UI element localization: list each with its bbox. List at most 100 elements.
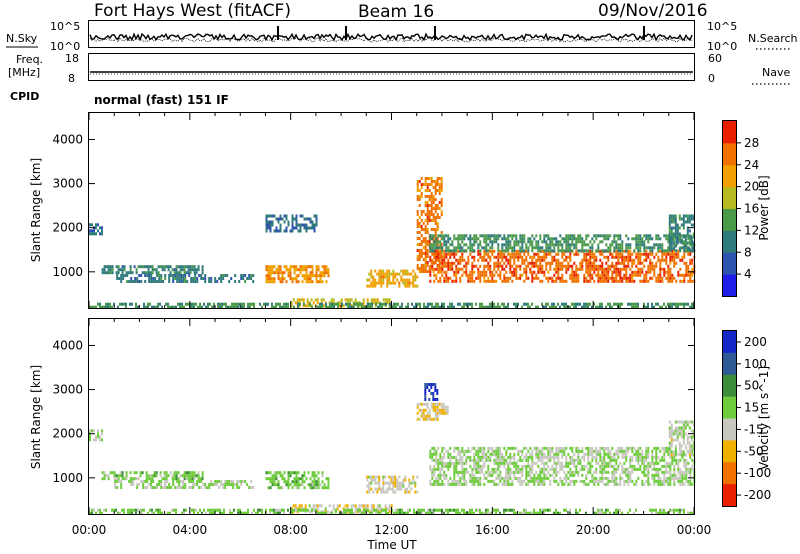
velocity-echo-cell bbox=[585, 452, 588, 456]
velocity-echo-cell bbox=[665, 449, 668, 453]
power-echo-cell bbox=[161, 268, 164, 272]
power-echo-cell bbox=[583, 302, 585, 306]
velocity-echo-cell bbox=[394, 475, 397, 479]
power-echo-cell bbox=[124, 274, 127, 277]
velocity-echo-cell bbox=[599, 455, 602, 459]
velocity-echo-cell bbox=[599, 479, 602, 483]
power-echo-cell bbox=[575, 252, 578, 256]
power-echo-cell bbox=[615, 255, 618, 259]
power-echo-cell bbox=[601, 273, 604, 277]
power-echo-cell bbox=[531, 261, 534, 265]
velocity-echo-cell bbox=[637, 461, 640, 465]
velocity-echo-cell bbox=[561, 461, 564, 465]
power-echo-cell bbox=[455, 237, 458, 241]
power-echo-cell bbox=[107, 302, 109, 306]
power-echo-cell bbox=[529, 267, 532, 271]
velocity-echo-cell bbox=[617, 464, 620, 468]
velocity-echo-cell bbox=[317, 477, 320, 481]
power-echo-cell bbox=[615, 240, 618, 244]
power-echo-cell bbox=[619, 302, 621, 306]
power-echo-cell bbox=[422, 210, 425, 213]
power-echo-cell bbox=[469, 237, 472, 241]
velocity-echo-cell bbox=[441, 461, 444, 465]
power-echo-cell bbox=[301, 274, 304, 278]
power-echo-cell bbox=[431, 234, 434, 238]
power-echo-cell bbox=[681, 279, 684, 283]
velocity-echo-cell bbox=[321, 480, 324, 484]
velocity-echo-cell bbox=[295, 474, 298, 478]
power-echo-cell bbox=[117, 271, 120, 275]
velocity-echo-cell bbox=[399, 508, 401, 512]
power-echo-cell bbox=[607, 264, 610, 268]
velocity-echo-cell bbox=[157, 511, 159, 515]
power-echo-cell bbox=[103, 271, 106, 275]
velocity-echo-cell bbox=[541, 467, 544, 471]
power-echo-cell bbox=[557, 270, 560, 274]
power-echo-cell bbox=[424, 237, 427, 240]
velocity-echo-cell bbox=[535, 479, 538, 483]
power-echo-cell bbox=[670, 217, 673, 221]
power-echo-cell bbox=[483, 267, 486, 271]
power-echo-cell bbox=[445, 279, 448, 283]
velocity-echo-cell bbox=[437, 508, 439, 512]
velocity-echo-cell bbox=[517, 464, 520, 468]
power-echo-cell bbox=[281, 271, 284, 275]
velocity-echo-cell bbox=[621, 455, 624, 459]
velocity-echo-cell bbox=[557, 511, 559, 515]
velocity-echo-cell bbox=[511, 508, 513, 512]
power-echo-cell bbox=[569, 273, 572, 277]
velocity-echo-cell bbox=[463, 479, 466, 483]
power-echo-cell bbox=[489, 258, 492, 262]
power-echo-cell bbox=[453, 237, 456, 241]
power-echo-cell bbox=[473, 258, 476, 262]
power-echo-cell bbox=[439, 252, 442, 256]
velocity-echo-cell bbox=[549, 482, 552, 486]
velocity-echo-cell bbox=[493, 479, 496, 483]
power-echo-cell bbox=[279, 226, 282, 230]
velocity-echo-cell bbox=[131, 477, 134, 481]
power-echo-cell bbox=[374, 281, 377, 285]
power-echo-cell bbox=[225, 305, 227, 309]
power-echo-cell bbox=[279, 271, 282, 275]
velocity-echo-cell bbox=[410, 481, 413, 485]
power-echo-cell bbox=[378, 275, 381, 279]
velocity-echo-cell bbox=[619, 446, 622, 450]
velocity-echo-cell bbox=[435, 476, 438, 480]
power-echo-cell bbox=[309, 277, 312, 281]
power-echo-cell bbox=[593, 240, 596, 244]
power-echo-cell bbox=[160, 280, 163, 283]
velocity-echo-cell bbox=[651, 461, 654, 465]
velocity-echo-cell bbox=[547, 449, 550, 453]
power-echo-cell bbox=[194, 277, 197, 280]
power-echo-cell bbox=[416, 219, 419, 222]
velocity-echo-cell bbox=[539, 455, 542, 459]
power-echo-cell bbox=[525, 264, 528, 268]
power-echo-cell bbox=[374, 278, 377, 282]
velocity-echo-cell bbox=[457, 461, 460, 465]
power-echo-cell bbox=[579, 237, 582, 241]
power-echo-cell bbox=[549, 264, 552, 268]
power-echo-cell bbox=[487, 261, 490, 265]
power-echo-cell bbox=[305, 271, 308, 275]
power-echo-cell bbox=[382, 269, 385, 273]
velocity-echo-cell bbox=[505, 479, 508, 483]
power-echo-cell bbox=[160, 274, 163, 277]
power-echo-cell bbox=[507, 240, 510, 244]
velocity-echo-cell bbox=[503, 458, 506, 462]
power-echo-cell bbox=[388, 269, 391, 273]
velocity-echo-cell bbox=[615, 461, 618, 465]
power-echo-cell bbox=[147, 271, 150, 275]
power-echo-cell bbox=[194, 280, 197, 283]
power-echo-cell bbox=[611, 270, 614, 274]
velocity-echo-cell bbox=[435, 479, 438, 483]
velocity-echo-cell bbox=[207, 508, 209, 512]
velocity-echo-cell bbox=[120, 480, 123, 483]
power-echo-cell bbox=[208, 280, 211, 283]
power-echo-cell bbox=[483, 252, 486, 256]
velocity-echo-cell bbox=[517, 452, 520, 456]
velocity-echo-cell bbox=[153, 471, 156, 475]
power-echo-cell bbox=[372, 275, 375, 279]
velocity-echo-cell bbox=[214, 480, 217, 483]
power-echo-cell bbox=[647, 264, 650, 268]
